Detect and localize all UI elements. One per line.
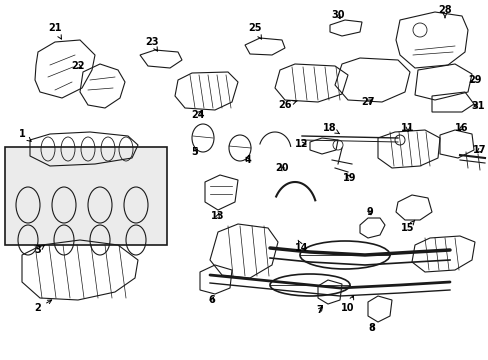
- Text: 28: 28: [437, 5, 451, 18]
- Text: 21: 21: [48, 23, 61, 39]
- Text: 4: 4: [244, 155, 251, 165]
- Text: 29: 29: [468, 75, 481, 85]
- Text: 17: 17: [472, 145, 486, 155]
- Text: 14: 14: [295, 240, 308, 253]
- Text: 7: 7: [316, 305, 323, 315]
- Text: 24: 24: [191, 110, 204, 120]
- Text: 2: 2: [35, 300, 52, 313]
- Text: 9: 9: [366, 207, 373, 217]
- Text: 1: 1: [19, 129, 31, 141]
- Text: 18: 18: [323, 123, 339, 134]
- Text: 10: 10: [341, 296, 354, 313]
- Text: 16: 16: [454, 123, 468, 133]
- Text: 27: 27: [361, 97, 374, 107]
- Text: 8: 8: [368, 323, 375, 333]
- Text: 31: 31: [470, 101, 484, 111]
- Text: 6: 6: [208, 295, 215, 305]
- Text: 22: 22: [71, 61, 84, 71]
- Text: 11: 11: [401, 123, 414, 133]
- Bar: [5, 147, 167, 245]
- Text: 30: 30: [330, 10, 344, 20]
- Text: 15: 15: [401, 220, 414, 233]
- Text: 12: 12: [295, 139, 308, 149]
- Text: 23: 23: [145, 37, 159, 51]
- Text: 26: 26: [278, 100, 297, 110]
- Text: 20: 20: [275, 163, 288, 173]
- Text: 13: 13: [211, 211, 224, 221]
- Text: 25: 25: [248, 23, 261, 39]
- Text: 3: 3: [35, 245, 44, 255]
- Text: 5: 5: [191, 147, 198, 157]
- Text: 19: 19: [343, 173, 356, 183]
